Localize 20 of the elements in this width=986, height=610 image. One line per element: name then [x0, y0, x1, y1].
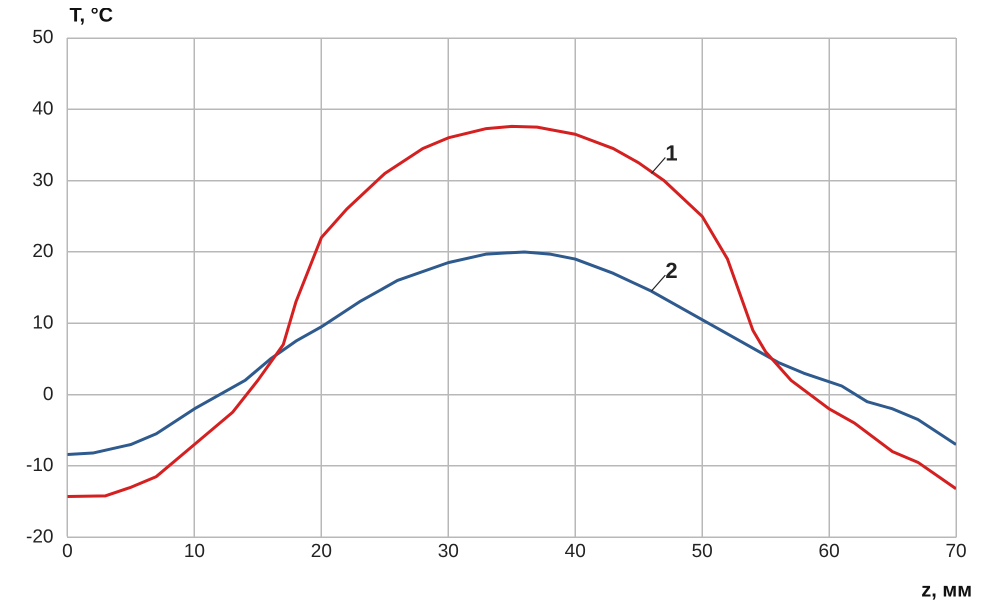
y-tick-label: -20: [26, 526, 54, 548]
y-tick-label: 10: [32, 312, 54, 334]
y-tick-label: 40: [32, 98, 54, 120]
x-tick-label: 30: [438, 540, 459, 562]
annotation: 1: [665, 140, 678, 166]
x-tick-label: 10: [184, 540, 205, 562]
x-tick-label: 20: [310, 540, 332, 562]
x-tick-label: 40: [564, 540, 586, 562]
x-axis-title: z, мм: [921, 580, 972, 602]
y-tick-label: 30: [32, 170, 54, 191]
x-tick-label: 0: [62, 540, 73, 562]
x-tick-label: 70: [945, 540, 967, 562]
x-tick-label: 50: [692, 540, 713, 562]
x-tick-label: 60: [818, 540, 840, 562]
y-tick-label: -10: [26, 455, 54, 476]
y-axis-title: T, °C: [69, 4, 114, 27]
y-tick-label: 50: [32, 27, 54, 48]
annotation: 2: [665, 258, 678, 284]
y-tick-label: 0: [42, 384, 54, 405]
y-tick-label: 20: [32, 241, 54, 262]
